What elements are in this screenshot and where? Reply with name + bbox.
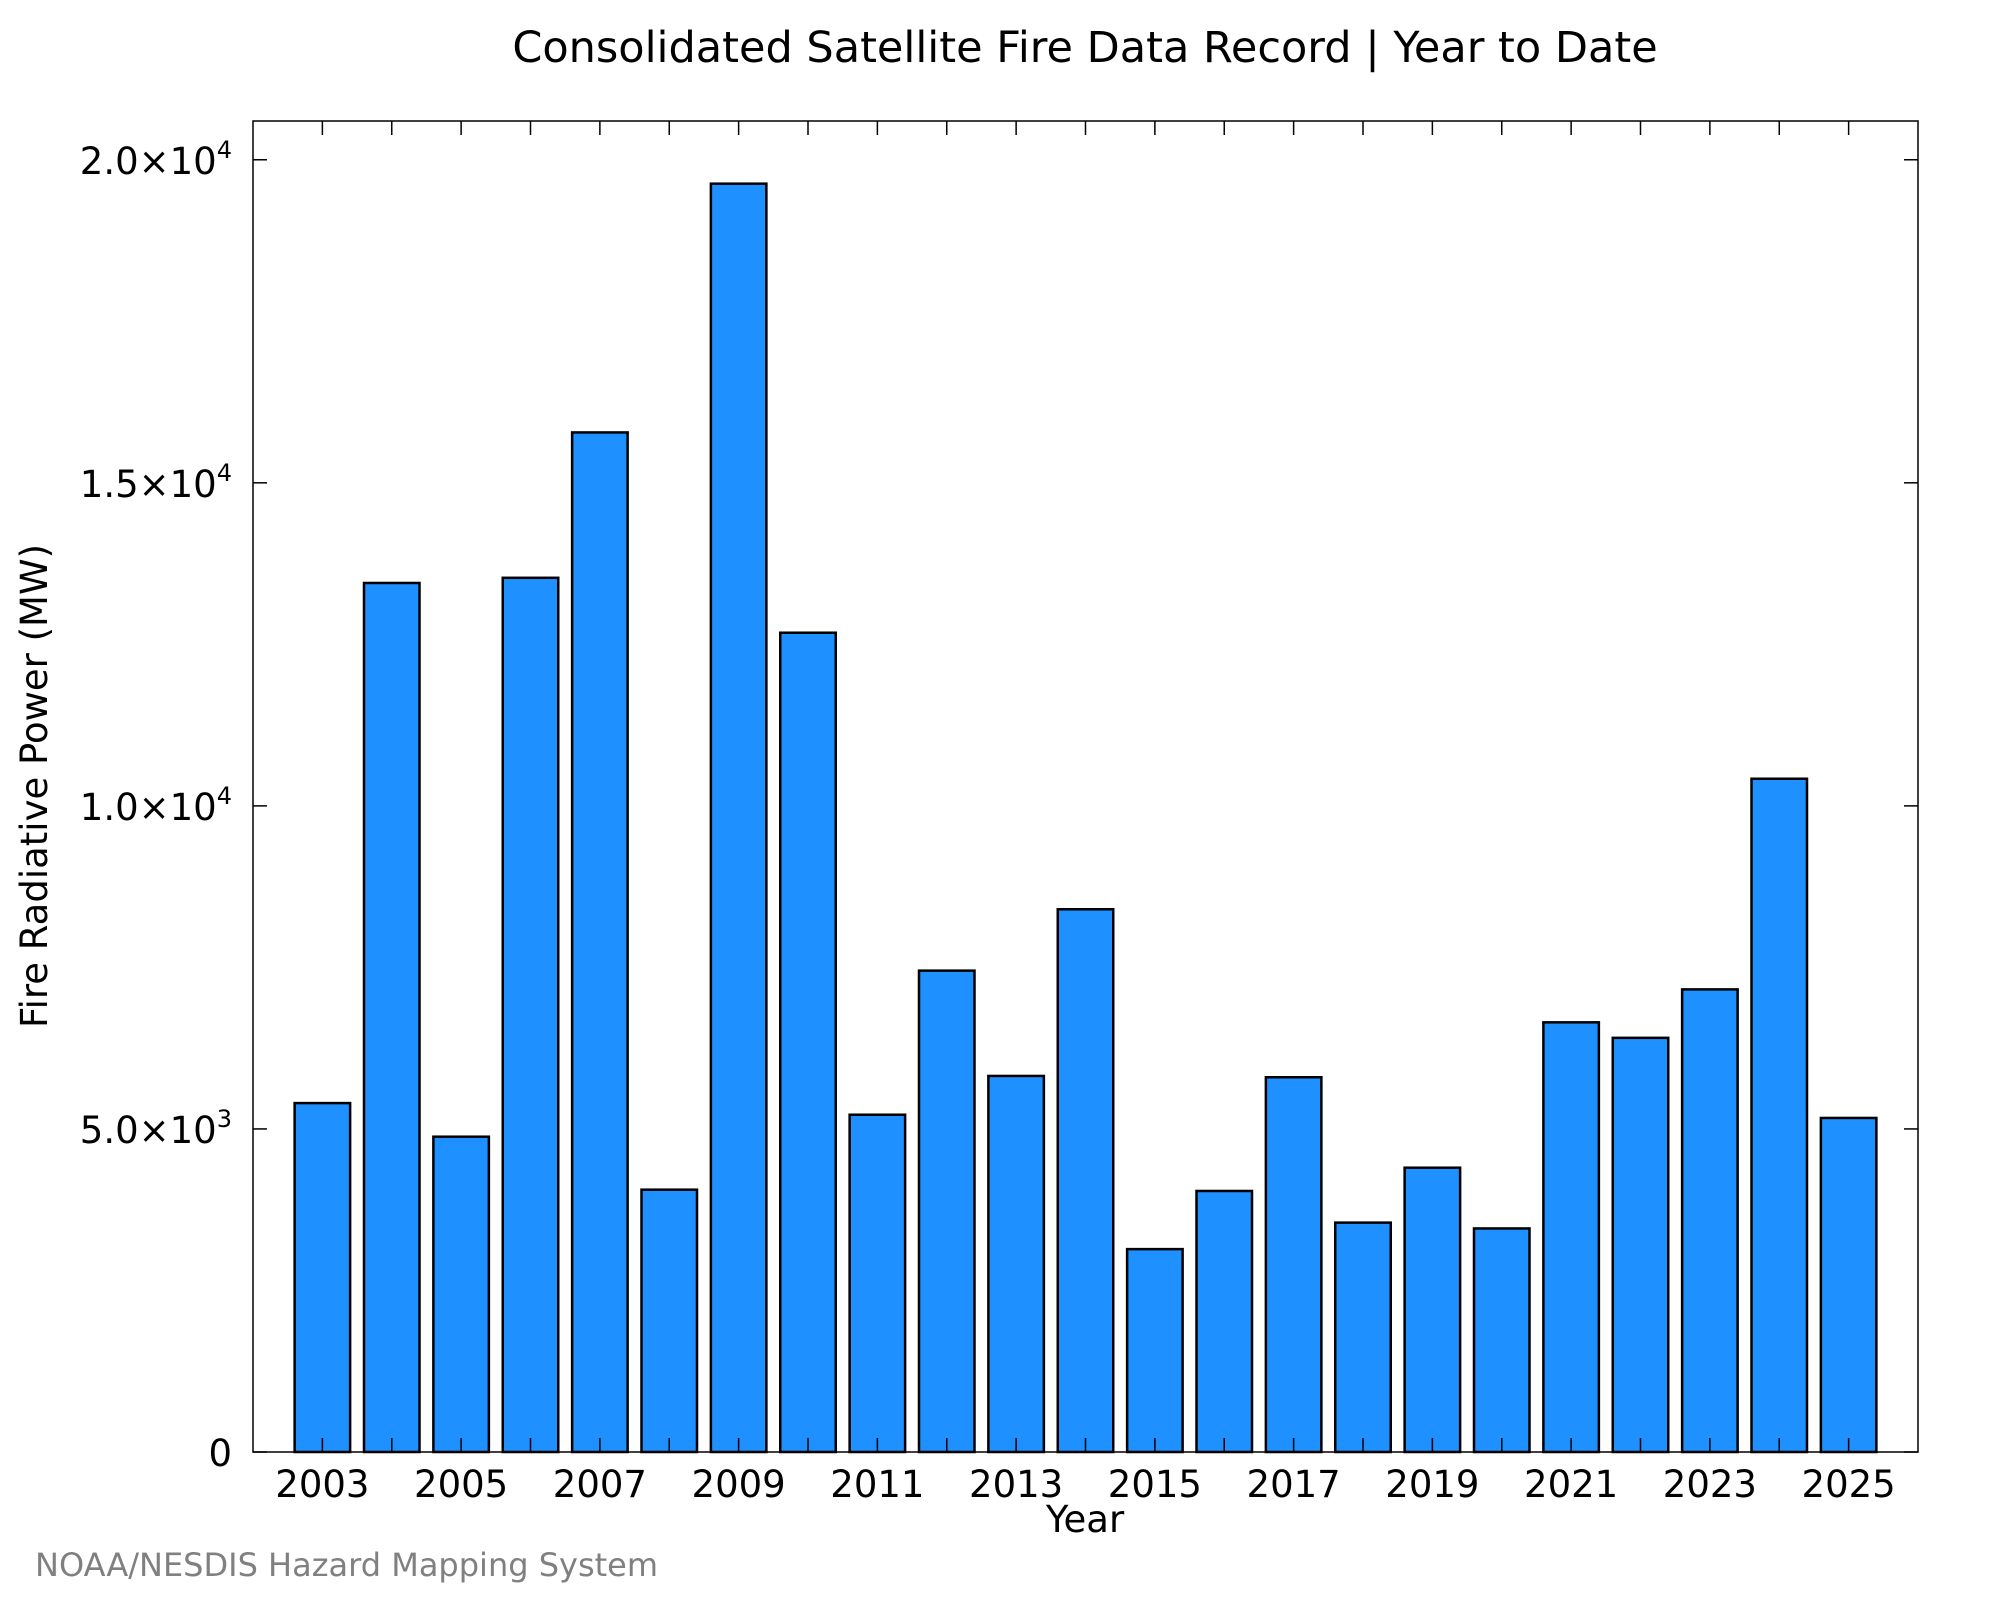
bar-2009 — [709, 182, 768, 1454]
bar-2017 — [1264, 1076, 1323, 1454]
bar-2010 — [779, 631, 837, 1454]
y-tick-label: 1.5×104 — [80, 459, 232, 506]
bar-2012 — [917, 969, 976, 1454]
x-tick-label: 2019 — [1385, 1463, 1479, 1506]
bars-group — [293, 182, 1878, 1454]
x-tick-label: 2003 — [275, 1463, 369, 1506]
x-tick-label: 2021 — [1524, 1463, 1618, 1506]
y-axis-label: Fire Radiative Power (MW) — [13, 544, 56, 1028]
y-tick-label: 1.0×104 — [80, 782, 232, 829]
x-tick-label: 2017 — [1247, 1463, 1341, 1506]
bar-2008 — [640, 1188, 699, 1454]
credit-text: NOAA/NESDIS Hazard Mapping System — [35, 1546, 658, 1584]
bar-2019 — [1403, 1166, 1462, 1454]
bar-2007 — [570, 431, 629, 1454]
bar-2018 — [1334, 1221, 1392, 1454]
x-axis-label: Year — [1045, 1498, 1125, 1541]
x-tick-label: 2009 — [692, 1463, 786, 1506]
bar-2014 — [1056, 908, 1115, 1454]
bar-2005 — [432, 1135, 491, 1454]
x-tick-labels: 2003 2005 2007 2009 2011 2013 2015 2017 2019 2021… — [275, 1463, 1895, 1506]
x-tick-label: 2011 — [830, 1463, 924, 1506]
bar-2021 — [1542, 1021, 1601, 1454]
bar-2003 — [293, 1101, 352, 1454]
chart-title: Consolidated Satellite Fire Data Record … — [512, 23, 1657, 73]
bar-2024 — [1750, 777, 1809, 1454]
y-tick-label: 0 — [208, 1432, 232, 1475]
x-tick-label: 2007 — [553, 1463, 647, 1506]
y-tick-labels: 0 5.0×103 1.0×104 1.5×104 2.0×104 — [80, 136, 232, 1475]
y-tick-label: 5.0×103 — [80, 1105, 232, 1152]
plot-frame — [252, 120, 1919, 1453]
bar-2022 — [1611, 1036, 1670, 1454]
x-tick-label: 2013 — [969, 1463, 1063, 1506]
bar-2020 — [1472, 1227, 1531, 1454]
bar-2025 — [1819, 1116, 1878, 1454]
x-tick-label: 2015 — [1108, 1463, 1202, 1506]
bar-2011 — [848, 1113, 907, 1454]
bar-2023 — [1680, 988, 1739, 1454]
y-tick-label: 2.0×104 — [80, 136, 232, 183]
bar-2013 — [987, 1074, 1046, 1454]
bar-2004 — [362, 581, 421, 1454]
x-tick-label: 2023 — [1663, 1463, 1757, 1506]
bar-2006 — [501, 576, 560, 1454]
x-tick-label: 2025 — [1802, 1463, 1896, 1506]
x-tick-label: 2005 — [414, 1463, 508, 1506]
bar-2015 — [1125, 1247, 1184, 1454]
bar-2016 — [1195, 1189, 1254, 1454]
